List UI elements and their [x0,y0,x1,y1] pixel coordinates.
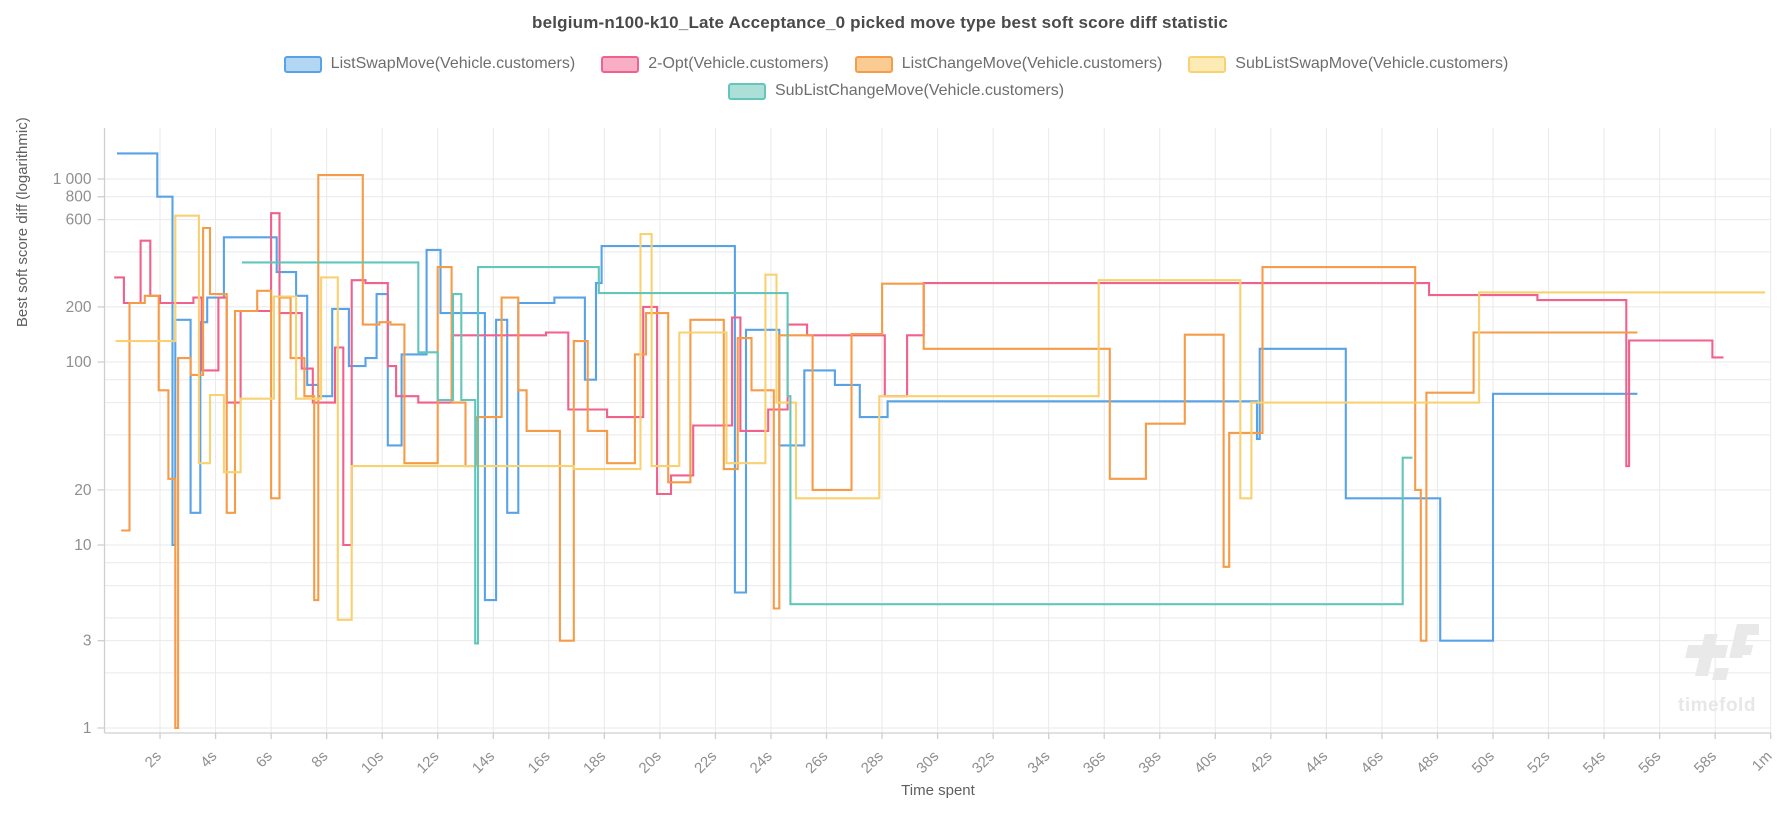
x-tick-label: 26s [802,748,831,777]
axes [97,128,1772,739]
x-tick-label: 34s [1024,748,1053,777]
gridlines [104,128,1772,733]
x-tick-label: 42s [1247,748,1276,777]
legend-row: ListSwapMove(Vehicle.customers) 2-Opt(Veh… [0,55,1792,73]
x-tick-label: 52s [1524,748,1553,777]
legend-swatch-icon [727,82,766,100]
y-axis-title: Best soft score diff (logarithmic) [14,117,31,328]
y-tick-label: 3 [83,633,92,650]
series-line-sublistchangemove [242,261,1413,645]
x-tick-label: 50s [1469,748,1498,777]
legend-label: ListSwapMove(Vehicle.customers) [330,55,576,72]
legend-item-sublistchangemove[interactable]: SubListChangeMove(Vehicle.customers) [727,82,1065,100]
x-tick-label: 8s [308,748,331,771]
x-tick-label: 2s [142,748,165,771]
x-tick-label: 14s [469,748,498,777]
x-tick-label: 18s [580,748,609,777]
x-tick-label: 22s [691,748,720,777]
legend-item-2-opt[interactable]: 2-Opt(Vehicle.customers) [601,55,829,73]
x-tick-label: 4s [197,748,220,771]
x-tick-label: 56s [1635,748,1664,777]
legend-item-listchangemove[interactable]: ListChangeMove(Vehicle.customers) [854,55,1163,73]
x-tick-label: 6s [253,748,276,771]
legend-swatch-icon [854,55,893,73]
legend-label: ListChangeMove(Vehicle.customers) [901,55,1163,72]
x-tick-label: 40s [1191,748,1220,777]
y-tick-label: 200 [66,299,92,316]
legend-item-listswapmove[interactable]: ListSwapMove(Vehicle.customers) [283,55,576,73]
x-tick-label: 44s [1302,748,1331,777]
legend-label: 2-Opt(Vehicle.customers) [648,55,829,72]
x-tick-label: 46s [1358,748,1387,777]
series-line-listchangemove [121,174,1638,730]
legend-item-sublistswapmove[interactable]: SubListSwapMove(Vehicle.customers) [1188,55,1508,73]
y-tick-label: 600 [66,212,92,229]
x-tick-label: 28s [858,748,887,777]
legend: ListSwapMove(Vehicle.customers) 2-Opt(Veh… [0,55,1792,109]
x-tick-label: 16s [525,748,554,777]
y-tick-label: 20 [74,482,92,499]
timefold-logo-icon [1685,624,1763,680]
legend-label: SubListSwapMove(Vehicle.customers) [1235,55,1509,72]
y-tick-label: 10 [74,537,92,554]
x-tick-label: 30s [913,748,942,777]
y-tick-label: 100 [66,354,92,371]
chart-title: belgium-n100-k10_Late Acceptance_0 picke… [531,13,1228,32]
x-tick-labels: 2s 4s 6s 8s 10s 12s 14s 16s 18s 20s 22s 24s 26s 28s 30… [142,748,1776,777]
legend-row: SubListChangeMove(Vehicle.customers) [0,82,1792,100]
x-axis-title: Time spent [901,782,975,799]
x-tick-label: 32s [969,748,998,777]
legend-swatch-icon [283,55,322,73]
y-tick-label: 1 [83,720,92,737]
series-line-listswapmove [117,152,1638,642]
x-tick-label: 24s [747,748,776,777]
x-tick-label: 58s [1691,748,1720,777]
x-tick-label: 20s [636,748,665,777]
watermark-text: timefold [1678,695,1756,716]
legend-label: SubListChangeMove(Vehicle.customers) [774,82,1065,99]
x-tick-label: 1m [1749,748,1776,775]
x-tick-label: 10s [358,748,387,777]
timefold-watermark: timefold [1662,624,1772,717]
x-tick-label: 38s [1135,748,1164,777]
x-tick-label: 36s [1080,748,1109,777]
legend-swatch-icon [601,55,640,73]
x-tick-label: 12s [413,748,442,777]
x-tick-label: 54s [1580,748,1609,777]
y-tick-label: 800 [66,189,92,206]
series-line-sublistswapmove [115,214,1766,621]
y-tick-label: 1 000 [53,171,92,188]
legend-swatch-icon [1188,55,1227,73]
x-tick-label: 48s [1413,748,1442,777]
